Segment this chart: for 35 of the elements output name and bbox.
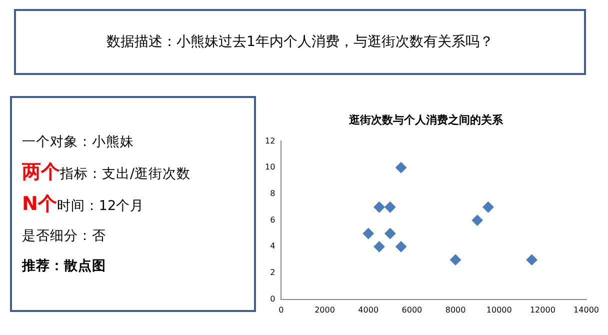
point	[374, 202, 385, 213]
point	[482, 202, 494, 213]
point	[384, 228, 396, 239]
x-tick-label: 2000	[314, 305, 335, 314]
x-tick-label: 6000	[402, 305, 422, 314]
text: 数据描述：小熊妹过去1年内个人消费，与逛街次数有关系吗？	[14, 9, 586, 75]
y-tick-label: 2	[270, 268, 276, 278]
x-tick-label: 4000	[358, 305, 379, 314]
point	[450, 254, 462, 266]
point	[384, 202, 396, 213]
point	[472, 214, 483, 226]
x-tick-label: 12000	[530, 305, 556, 314]
point	[396, 162, 407, 174]
y-tick-label: 6	[270, 215, 276, 224]
point	[396, 241, 407, 252]
point	[362, 228, 374, 239]
point	[526, 254, 538, 266]
y-tick-label: 10	[264, 162, 276, 172]
point	[374, 241, 385, 252]
x-tick-label: 8000	[445, 305, 466, 314]
x-tick-label: 0	[278, 305, 284, 314]
text: 两个	[22, 161, 60, 183]
text: 时间：12个月	[56, 198, 144, 214]
x-tick-label: 10000	[486, 305, 512, 314]
y-tick-label: 0	[270, 294, 276, 304]
y-tick-label: 8	[270, 189, 276, 198]
x-tick-label: 14000	[574, 305, 599, 314]
text: 指标：支出/逛街次数	[60, 166, 191, 182]
y-tick-label: 12	[264, 136, 276, 146]
text: 一个对象：小熊妹	[22, 134, 134, 150]
text: 推荐：散点图	[22, 258, 106, 274]
text: N个	[22, 193, 57, 215]
y-tick-label: 4	[270, 242, 276, 251]
text: 是否细分：否	[22, 228, 106, 244]
chart-title: 逛街次数与个人消费之间的关系	[348, 113, 504, 126]
